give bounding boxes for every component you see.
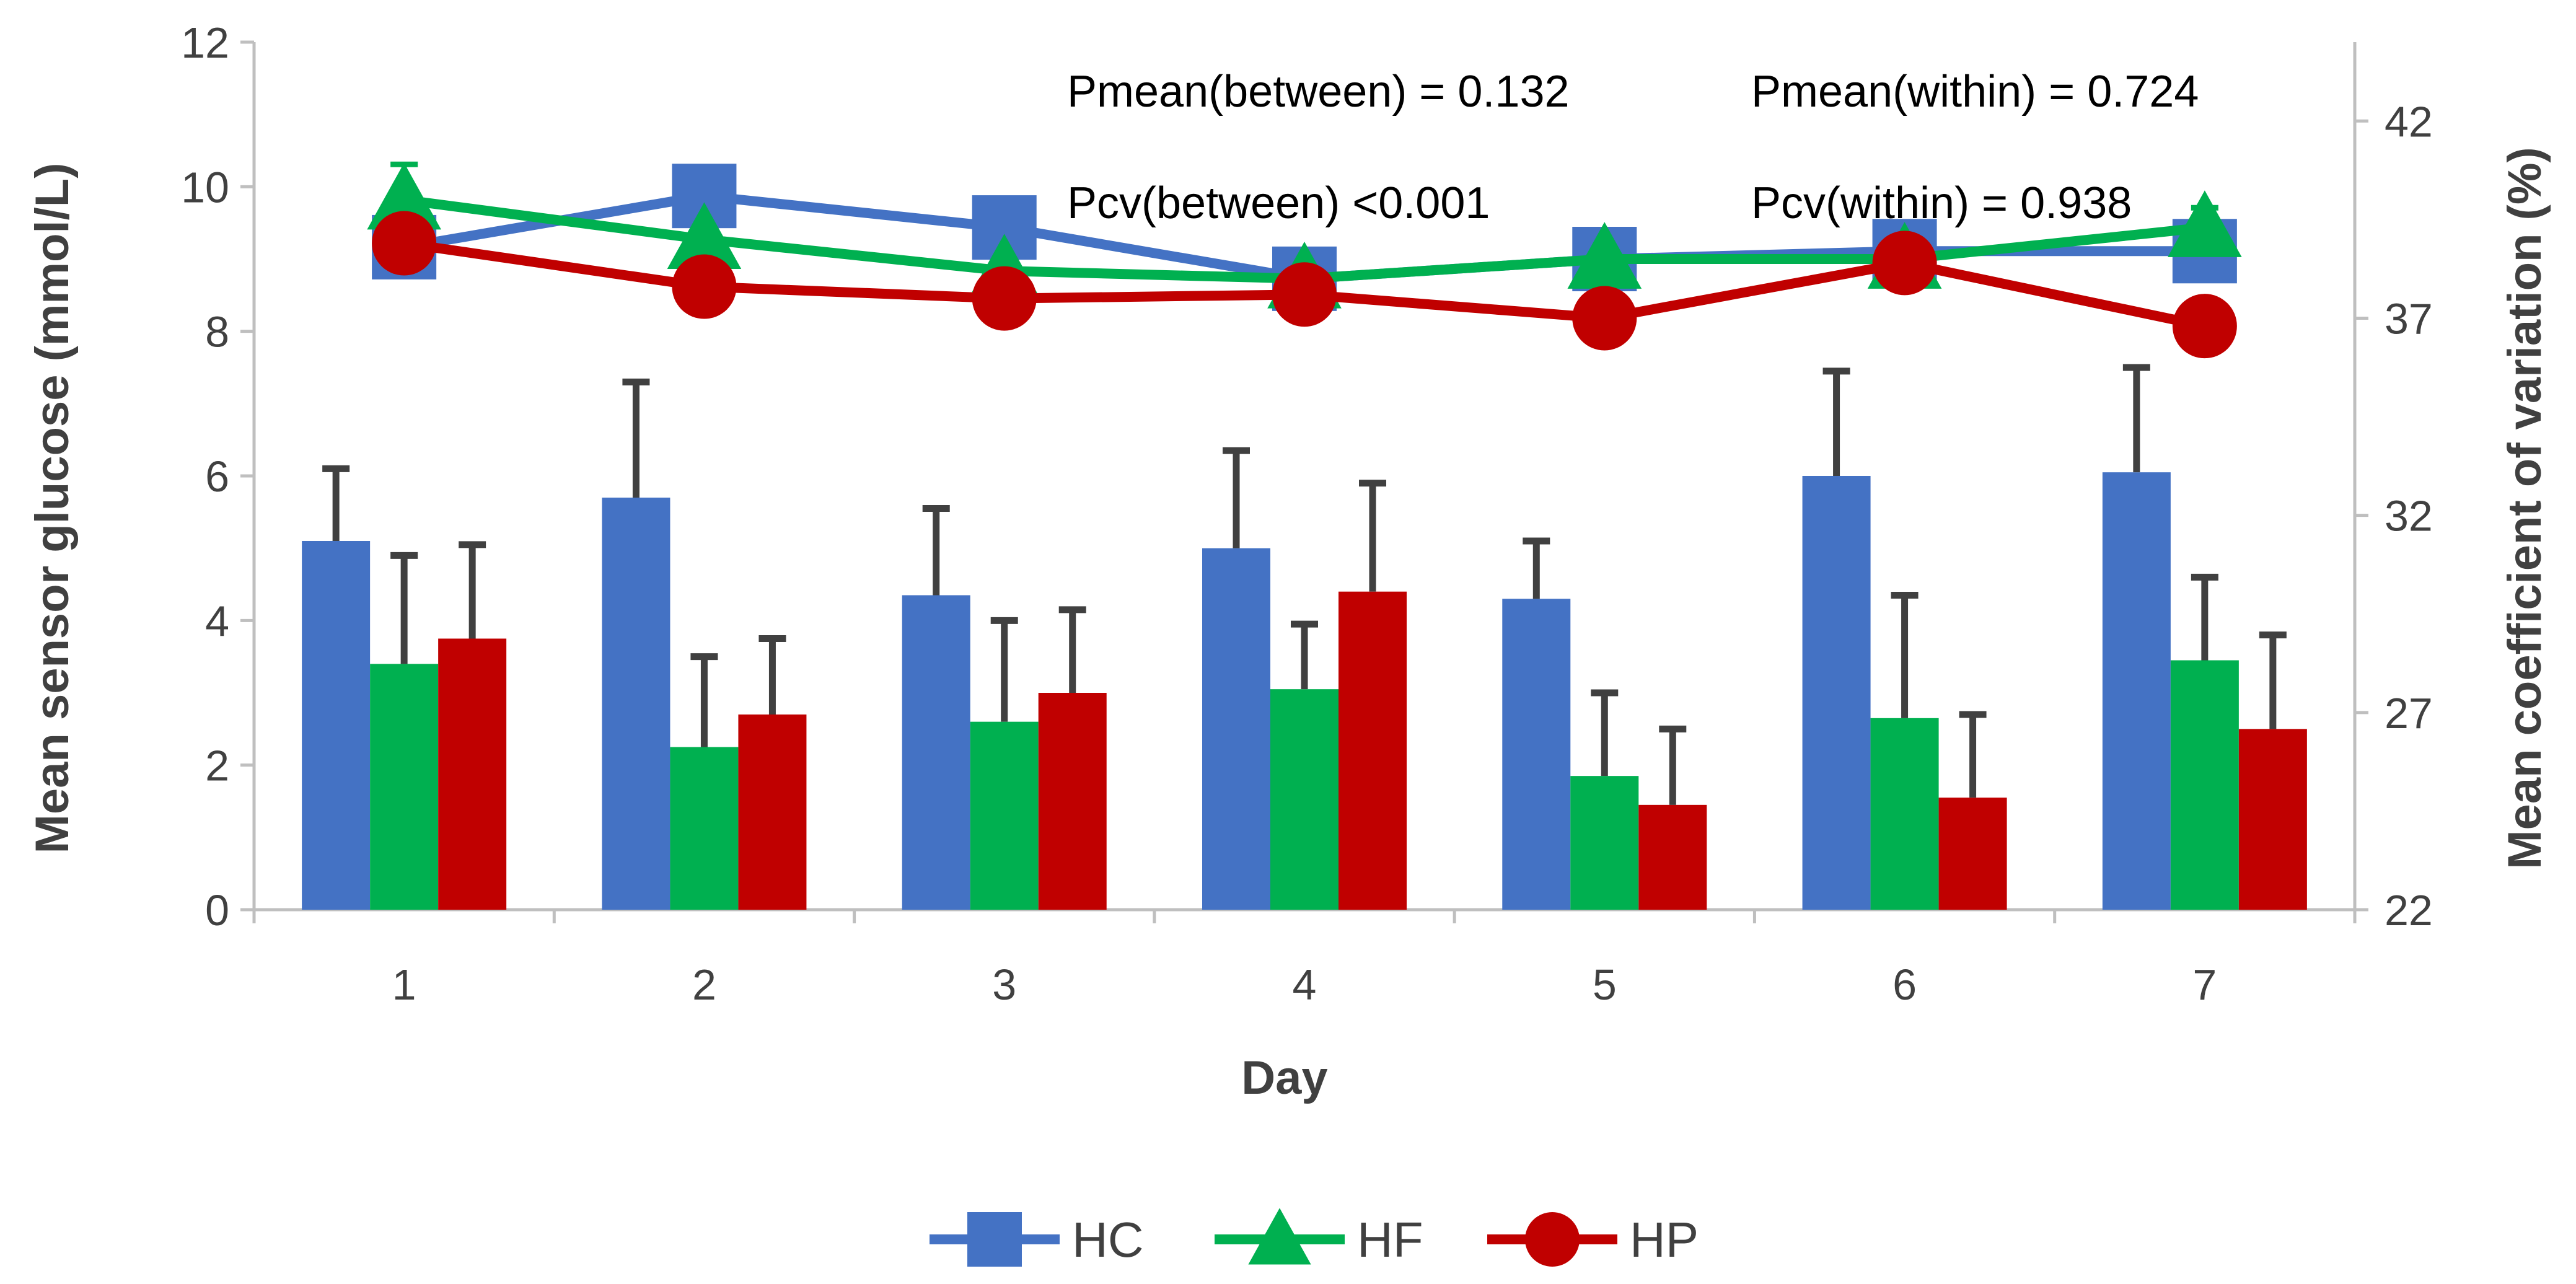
bar-series-hf (370, 552, 2239, 910)
left-y-tick-label: 6 (205, 452, 229, 501)
x-axis-title: Day (1241, 1052, 1327, 1104)
x-tick-label: 4 (1293, 961, 1317, 1009)
line-series-group (367, 161, 2242, 359)
square-marker (967, 1212, 1022, 1267)
right-y-tick-label: 37 (2385, 294, 2433, 343)
x-tick-label: 2 (692, 961, 716, 1009)
pmean-within-annotation: Pmean(within) = 0.724 (1751, 67, 2199, 117)
bar (1038, 693, 1107, 910)
bar-series-group (302, 364, 2307, 910)
x-tick-label: 7 (2192, 961, 2217, 1009)
right-y-axis-title: Mean coefficient of variation (%) (2499, 147, 2551, 869)
bar (970, 721, 1039, 910)
right-y-tick-label: 22 (2385, 886, 2433, 934)
circle-marker (972, 266, 1037, 331)
left-y-tick-label: 4 (205, 597, 229, 645)
bar (370, 664, 439, 910)
bar (1570, 776, 1639, 910)
left-y-tick-label: 0 (205, 886, 229, 934)
line-series-hp (372, 211, 2237, 359)
bar (438, 638, 507, 910)
bar (2170, 660, 2239, 910)
triangle-marker (1567, 222, 1642, 289)
right-y-tick-label: 42 (2385, 97, 2433, 146)
left-y-axis-title: Mean sensor glucose (mmol/L) (26, 163, 79, 854)
bar (1339, 591, 1407, 910)
circle-marker (1272, 262, 1337, 327)
bar (1270, 689, 1339, 910)
circle-marker (2172, 294, 2237, 359)
legend-label: HC (1072, 1212, 1144, 1267)
left-y-tick-label: 12 (181, 19, 229, 67)
bar (902, 595, 970, 910)
circle-marker (672, 254, 737, 319)
legend-label: HF (1357, 1212, 1423, 1267)
x-tick-label: 5 (1593, 961, 1617, 1009)
left-y-tick-label: 2 (205, 742, 229, 790)
bar (2102, 472, 2171, 910)
triangle-marker (1248, 1208, 1311, 1265)
triangle-marker (667, 202, 742, 270)
bar (1638, 804, 1707, 910)
bar (1502, 599, 1571, 910)
bar (602, 498, 670, 910)
bar (1202, 548, 1270, 910)
bar (1802, 476, 1871, 910)
bar (1938, 798, 2007, 910)
circle-marker (1572, 286, 1637, 351)
pcv-within-annotation: Pcv(within) = 0.938 (1751, 178, 2132, 228)
bar-series-hc (302, 364, 2171, 910)
right-y-tick-label: 32 (2385, 492, 2433, 540)
left-y-tick-label: 8 (205, 308, 229, 356)
circle-marker (1872, 231, 1937, 296)
pcv-between-annotation: Pcv(between) <0.001 (1067, 178, 1490, 228)
right-y-tick-label: 27 (2385, 689, 2433, 737)
circle-marker (372, 211, 437, 276)
bar (302, 541, 371, 910)
triangle-marker (2168, 190, 2242, 257)
bar (1870, 718, 1939, 910)
x-tick-label: 6 (1892, 961, 1917, 1009)
triangle-marker (367, 162, 441, 230)
left-y-tick-label: 10 (181, 163, 229, 211)
legend: HC HF HP (930, 1208, 1699, 1267)
bar-series-hp (438, 480, 2307, 910)
x-tick-label: 1 (392, 961, 416, 1009)
bar (670, 747, 739, 910)
bar (738, 715, 807, 910)
x-tick-label: 3 (992, 961, 1016, 1009)
circle-marker (1525, 1212, 1580, 1267)
pmean-between-annotation: Pmean(between) = 0.132 (1067, 67, 1570, 117)
bar (2238, 729, 2307, 910)
legend-label: HP (1630, 1212, 1699, 1267)
